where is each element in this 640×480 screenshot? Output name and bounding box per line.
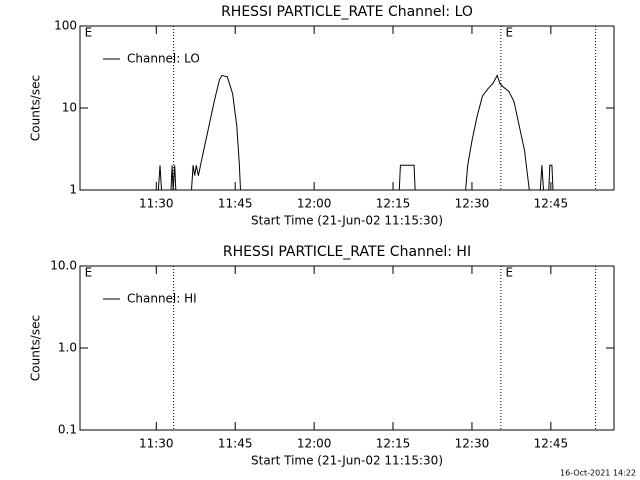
y-tick-label: 10.0 (50, 259, 77, 273)
y-tick-label: 100 (54, 19, 77, 33)
y-axis-title: Counts/sec (29, 75, 43, 141)
x-tick-label: 11:45 (218, 197, 253, 211)
x-tick-label: 12:30 (455, 437, 490, 451)
y-axis-title: Counts/sec (29, 315, 43, 381)
annotation: E (85, 266, 93, 280)
annotation: E (506, 266, 514, 280)
x-tick-label: 12:00 (297, 197, 332, 211)
y-tick-label: 0.1 (58, 423, 77, 437)
x-tick-label: 11:45 (218, 437, 253, 451)
legend-label: Channel: HI (127, 292, 197, 306)
chart-title: RHESSI PARTICLE_RATE Channel: HI (223, 244, 471, 260)
footer: 16-Oct-2021 14:22 (560, 469, 636, 478)
x-tick-label: 12:45 (534, 437, 569, 451)
chart-title: RHESSI PARTICLE_RATE Channel: LO (221, 4, 473, 20)
x-axis-title: Start Time (21-Jun-02 11:15:30) (251, 214, 443, 228)
x-tick-label: 12:30 (455, 197, 490, 211)
legend-label: Channel: LO (127, 52, 200, 66)
y-tick-label: 1 (69, 183, 77, 197)
annotation: E (85, 26, 93, 40)
data-line (80, 74, 614, 191)
x-tick-label: 11:30 (139, 437, 174, 451)
y-tick-label: 10 (62, 101, 77, 115)
x-tick-label: 12:00 (297, 437, 332, 451)
x-tick-label: 12:15 (376, 197, 411, 211)
y-tick-label: 1.0 (58, 341, 77, 355)
x-axis-title: Start Time (21-Jun-02 11:15:30) (251, 454, 443, 468)
x-tick-label: 11:30 (139, 197, 174, 211)
x-tick-label: 12:45 (534, 197, 569, 211)
x-tick-label: 12:15 (376, 437, 411, 451)
annotation: E (506, 26, 514, 40)
